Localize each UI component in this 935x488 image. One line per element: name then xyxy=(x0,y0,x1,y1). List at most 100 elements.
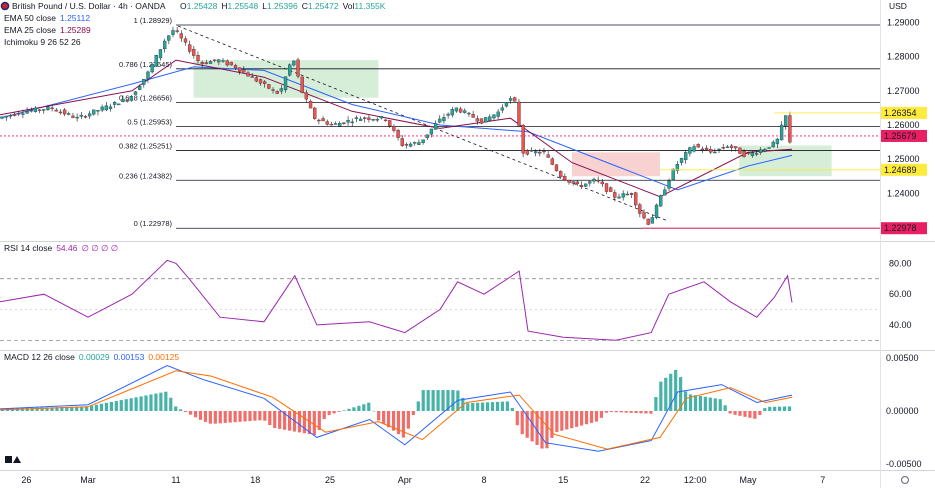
candle-body xyxy=(321,118,325,122)
candle-body xyxy=(192,48,196,56)
candle-body xyxy=(117,103,121,106)
macd-histogram-bar xyxy=(589,411,594,423)
candle-body xyxy=(688,147,692,154)
candle-body xyxy=(46,106,50,111)
macd-histogram-bar xyxy=(401,411,406,438)
candle-body xyxy=(350,121,354,124)
macd-line xyxy=(0,364,793,452)
candle-body xyxy=(104,105,108,111)
macd-histogram-bar xyxy=(634,411,638,414)
macd-histogram-bar xyxy=(169,397,173,411)
tradingview-logo-icon[interactable] xyxy=(5,456,21,463)
macd-histogram-bar xyxy=(495,401,500,411)
candle-body xyxy=(629,193,634,195)
macd-histogram-bar xyxy=(159,392,163,411)
macd-histogram-bar xyxy=(382,411,386,424)
rsi-tick-label: 40.00 xyxy=(889,320,912,330)
macd-histogram-bar xyxy=(75,406,79,411)
candle-body xyxy=(742,150,746,157)
macd-histogram-bar xyxy=(708,397,712,411)
candle-body xyxy=(213,59,217,61)
candle-body xyxy=(12,114,17,116)
candle-body xyxy=(638,204,642,214)
price-badge-label: 1.25679 xyxy=(884,131,917,141)
fib-trend-line[interactable] xyxy=(177,25,669,222)
price-axis[interactable]: 1.29000 1.28000 1.27000 1.26000 1.25000 1.240… xyxy=(887,18,920,199)
macd-histogram-bar xyxy=(584,411,589,425)
candle-body xyxy=(746,152,750,154)
candle-body xyxy=(33,107,38,112)
candle-body xyxy=(763,149,767,152)
rsi-tick-label: 80.00 xyxy=(889,258,912,268)
macd-histogram-bar xyxy=(624,411,628,413)
price-tick-label: 1.29000 xyxy=(887,18,920,28)
candle-body xyxy=(475,118,479,122)
candle-body xyxy=(229,61,233,66)
macd-histogram-bar xyxy=(203,411,208,422)
candle-body xyxy=(413,142,417,144)
macd-histogram-bar xyxy=(426,390,430,411)
candle-body xyxy=(667,180,671,189)
macd-histogram-bar xyxy=(60,407,64,411)
candle-body xyxy=(300,76,304,93)
candle-body xyxy=(479,118,484,124)
candle-body xyxy=(454,107,459,112)
candle-body xyxy=(37,109,42,111)
ohlc-value: 1.25428 xyxy=(187,1,218,11)
price-badge-label: 1.22978 xyxy=(884,223,917,233)
macd-histogram-bar xyxy=(332,411,336,414)
macd-histogram-bar xyxy=(698,396,703,411)
macd-histogram-bar xyxy=(748,411,752,418)
candle-body xyxy=(604,183,609,192)
settings-gear-icon[interactable] xyxy=(900,475,910,485)
macd-histogram-bar xyxy=(733,411,737,415)
candle-body xyxy=(233,65,238,69)
candle-body xyxy=(692,146,696,152)
candle-body xyxy=(650,217,655,224)
rsi-line xyxy=(0,259,793,341)
ema-lines xyxy=(0,59,793,198)
candle-body xyxy=(317,119,321,122)
candle-body xyxy=(634,192,638,206)
fibonacci-retracement[interactable]: 1 (1.28929) 0.786 (1.27645) 0.618 (1.26656… xyxy=(119,16,880,229)
candle-body xyxy=(254,77,259,82)
macd-histogram-bar xyxy=(302,411,307,434)
candle-body xyxy=(67,113,71,115)
candle-body xyxy=(137,86,142,90)
candle-body xyxy=(87,113,92,117)
candle-body xyxy=(571,181,575,184)
macd-histogram-bar xyxy=(515,411,519,426)
macd-histogram-bar xyxy=(510,408,514,411)
candle-body xyxy=(304,92,309,100)
macd-histogram-bar xyxy=(575,411,579,427)
candle-body xyxy=(488,116,492,121)
macd-histogram-bar xyxy=(317,411,321,430)
time-axis[interactable]: 26 Mar 11 18 25 Apr 8 15 22 12:00 May 7 xyxy=(21,475,825,485)
candle-body xyxy=(538,151,542,154)
candle-body xyxy=(308,100,313,109)
candle-body xyxy=(217,59,221,63)
macd-histogram-bar xyxy=(436,390,440,411)
time-tick-label: Apr xyxy=(398,475,412,485)
macd-histogram-bar xyxy=(89,405,94,411)
macd-histogram-bar xyxy=(297,411,302,433)
candle-body xyxy=(4,115,8,118)
macd-histogram-bar xyxy=(184,411,188,413)
macd-histogram-bar xyxy=(228,411,232,423)
macd-histogram-bar xyxy=(505,401,509,411)
candle-body xyxy=(221,60,225,62)
macd-histogram-bar xyxy=(218,411,222,424)
macd-histogram-bar xyxy=(45,407,49,411)
macd-histogram-bar xyxy=(481,402,485,411)
macd-axis: 0.00500 0.00000 -0.00500 xyxy=(886,353,922,469)
macd-histogram-bar xyxy=(367,402,371,411)
macd-histogram-bar xyxy=(471,402,475,411)
time-tick-label: 15 xyxy=(558,475,568,485)
macd-histogram-bar xyxy=(372,410,376,412)
macd-histogram-bar xyxy=(674,369,678,411)
candle-body xyxy=(358,118,363,121)
candle-body xyxy=(600,181,604,185)
candle-body xyxy=(154,54,158,67)
candle-body xyxy=(62,109,67,115)
